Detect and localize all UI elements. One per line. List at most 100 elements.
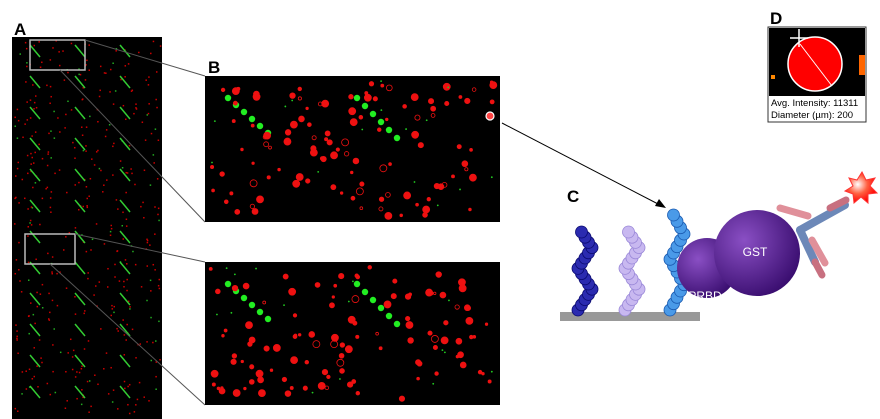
- spot: [125, 65, 127, 67]
- spot: [19, 280, 21, 282]
- green-spot: [432, 383, 434, 385]
- spot: [135, 404, 137, 406]
- spot: [103, 368, 105, 370]
- spot: [55, 392, 57, 394]
- spot: [148, 103, 150, 105]
- red-spot: [411, 94, 418, 101]
- spot: [86, 186, 88, 188]
- spot: [36, 107, 38, 109]
- spot: [51, 271, 53, 273]
- spot: [155, 99, 157, 101]
- spot: [40, 357, 42, 359]
- spot: [59, 131, 61, 133]
- spot: [119, 280, 121, 282]
- spot: [40, 293, 42, 295]
- spot: [57, 305, 59, 307]
- red-spot: [209, 267, 212, 270]
- red-spot: [270, 369, 273, 372]
- spot: [78, 209, 80, 211]
- red-spot: [368, 265, 372, 269]
- spot: [37, 386, 39, 388]
- spot: [155, 128, 157, 130]
- spot: [26, 48, 28, 50]
- red-spot: [318, 382, 325, 389]
- spot: [123, 286, 125, 288]
- green-spot: [448, 300, 450, 302]
- spot: [59, 169, 61, 171]
- red-spot: [224, 200, 228, 204]
- spot: [63, 249, 64, 251]
- spot: [93, 294, 95, 296]
- spot: [24, 123, 26, 125]
- spot: [39, 339, 41, 341]
- red-spot: [212, 189, 215, 192]
- green-spot: [380, 109, 382, 111]
- spot: [110, 315, 112, 317]
- spot: [87, 207, 89, 209]
- spot: [110, 69, 112, 71]
- red-spot: [282, 377, 286, 381]
- red-spot: [385, 212, 392, 219]
- spot: [124, 334, 126, 336]
- spot: [73, 350, 75, 352]
- spot: [97, 121, 99, 123]
- spot: [50, 197, 52, 199]
- spot: [116, 328, 118, 330]
- green-spot: [459, 189, 461, 191]
- spot: [138, 52, 140, 54]
- red-spot: [457, 145, 461, 149]
- spot: [153, 154, 155, 156]
- spot: [64, 79, 66, 81]
- spot: [85, 79, 87, 81]
- green-spot: [354, 95, 360, 101]
- gst-label: GST: [743, 245, 768, 259]
- spot: [62, 50, 64, 52]
- spot: [157, 178, 159, 180]
- red-spot: [441, 337, 448, 344]
- spot: [65, 236, 67, 238]
- spot: [42, 158, 44, 160]
- spot: [125, 339, 127, 341]
- spot: [33, 108, 35, 110]
- green-spot: [362, 289, 368, 295]
- spot: [114, 264, 116, 266]
- spot: [29, 222, 31, 224]
- spot: [35, 131, 37, 133]
- spot: [86, 60, 88, 62]
- red-spot: [215, 289, 220, 294]
- red-spot: [290, 121, 297, 128]
- spot: [130, 168, 132, 170]
- red-spot: [220, 172, 225, 177]
- spot: [42, 307, 44, 309]
- spot: [147, 114, 149, 116]
- red-spot: [256, 370, 263, 377]
- green-spot: [257, 309, 263, 315]
- spot: [72, 142, 74, 144]
- spot: [17, 168, 19, 170]
- spot: [156, 71, 158, 73]
- spot: [124, 388, 126, 390]
- spot: [104, 243, 106, 245]
- red-spot: [459, 285, 466, 292]
- red-spot: [251, 124, 254, 127]
- red-spot: [246, 322, 253, 329]
- red-spot: [490, 100, 494, 104]
- spot: [129, 145, 131, 147]
- spot: [92, 239, 94, 241]
- spot: [26, 388, 28, 390]
- red-spot: [466, 306, 470, 310]
- spot: [27, 119, 29, 121]
- red-spot: [470, 148, 473, 151]
- red-spot: [385, 118, 388, 121]
- spot: [28, 226, 30, 228]
- spot: [35, 95, 37, 97]
- red-spot: [339, 273, 344, 278]
- spot: [95, 285, 97, 287]
- red-spot: [462, 161, 468, 167]
- red-spot: [322, 369, 327, 374]
- spot: [99, 90, 101, 92]
- spot: [81, 126, 83, 128]
- spot: [17, 353, 19, 355]
- spot: [88, 340, 90, 342]
- spot: [80, 74, 82, 76]
